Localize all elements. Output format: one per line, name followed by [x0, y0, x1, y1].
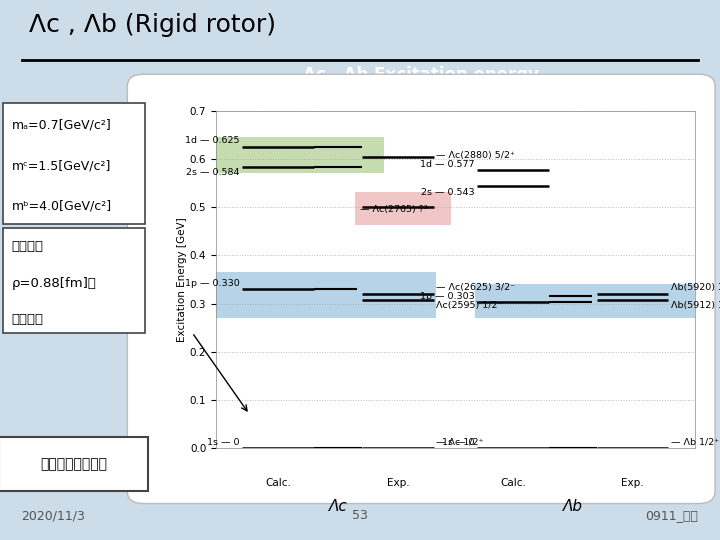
Bar	[474, 284, 695, 318]
Text: 計算値は: 計算値は	[12, 240, 44, 253]
Bar	[216, 272, 436, 318]
Text: — Λc(2880) 5/2⁺: — Λc(2880) 5/2⁺	[436, 151, 516, 160]
Bar	[355, 192, 451, 225]
Text: 53: 53	[352, 509, 368, 522]
Text: mᶜ=1.5[GeV/c²]: mᶜ=1.5[GeV/c²]	[12, 159, 111, 172]
Text: Λb(5920) 3/2⁻: Λb(5920) 3/2⁻	[671, 283, 720, 292]
Text: — Λb 1/2⁺: — Λb 1/2⁺	[671, 438, 719, 447]
Text: — Λc(2765) ?²: — Λc(2765) ?²	[360, 205, 428, 213]
Text: Exp.: Exp.	[387, 478, 409, 488]
Text: 傾向は変わらない: 傾向は変わらない	[40, 457, 107, 471]
Text: 2s — 0.543: 2s — 0.543	[421, 188, 474, 197]
Text: ときの値: ときの値	[12, 313, 44, 326]
FancyBboxPatch shape	[0, 437, 148, 491]
Text: 1d — 0.577: 1d — 0.577	[420, 159, 474, 168]
Text: Λc(2595) 1/2⁻: Λc(2595) 1/2⁻	[436, 301, 503, 310]
Text: — Λc 1/2⁺: — Λc 1/2⁺	[436, 438, 484, 447]
Text: 1s — 0: 1s — 0	[442, 438, 474, 447]
Text: ρ=0.88[fm]の: ρ=0.88[fm]の	[12, 276, 96, 290]
FancyBboxPatch shape	[3, 103, 145, 224]
Text: Exp.: Exp.	[621, 478, 644, 488]
FancyBboxPatch shape	[127, 74, 715, 503]
Text: 1p — 0.303: 1p — 0.303	[420, 292, 474, 301]
Y-axis label: Excitation Energy [GeV]: Excitation Energy [GeV]	[177, 217, 187, 342]
Text: Λc , Λb Excitation energy: Λc , Λb Excitation energy	[303, 66, 539, 84]
Text: 2020/11/3: 2020/11/3	[22, 509, 86, 522]
Text: 0911_東北: 0911_東北	[646, 509, 698, 522]
Text: 1p — 0.330: 1p — 0.330	[185, 279, 240, 288]
Text: 2s — 0.584: 2s — 0.584	[186, 168, 240, 177]
Text: Λc , Λb (Rigid rotor): Λc , Λb (Rigid rotor)	[29, 13, 276, 37]
Text: 1s — 0: 1s — 0	[207, 438, 240, 447]
Text: Λb(5912) 1/2⁻: Λb(5912) 1/2⁻	[671, 301, 720, 310]
Text: mₐ=0.7[GeV/c²]: mₐ=0.7[GeV/c²]	[12, 119, 112, 132]
Text: Calc.: Calc.	[265, 478, 291, 488]
Text: mᵇ=4.0[GeV/c²]: mᵇ=4.0[GeV/c²]	[12, 200, 112, 213]
Text: Λb: Λb	[563, 499, 582, 514]
Text: — Λc(2625) 3/2⁻: — Λc(2625) 3/2⁻	[436, 283, 516, 292]
Text: 1d — 0.625: 1d — 0.625	[186, 137, 240, 145]
Text: Λc: Λc	[329, 499, 348, 514]
Bar	[216, 137, 384, 173]
FancyBboxPatch shape	[3, 228, 145, 333]
Text: Calc.: Calc.	[500, 478, 526, 488]
